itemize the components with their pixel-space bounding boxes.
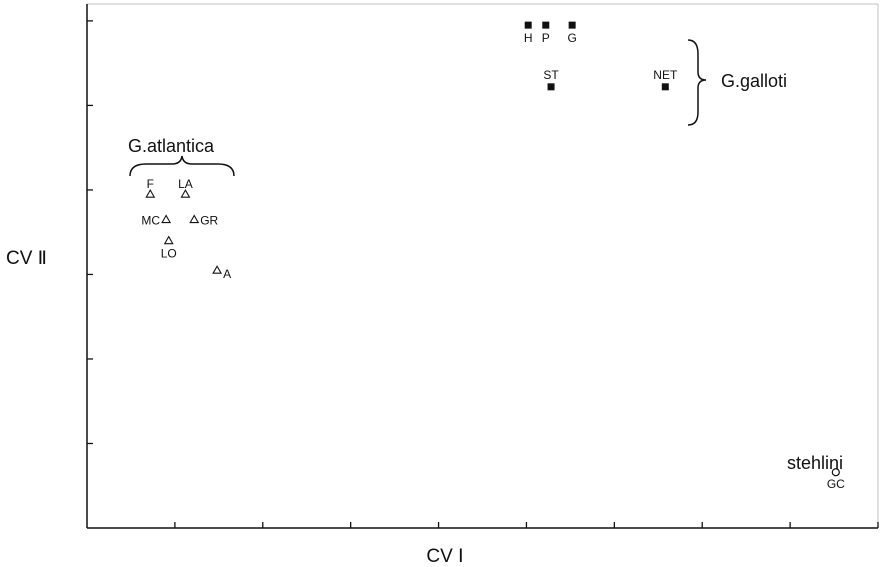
point-label-a: A [223, 267, 231, 281]
point-marker-la [180, 189, 191, 198]
point-marker-net [661, 83, 669, 91]
axis-ticks [87, 20, 879, 528]
point-label-gc: GC [827, 477, 845, 491]
point-label-g: G [567, 31, 576, 45]
axes [86, 3, 879, 529]
point-marker-h [524, 21, 532, 29]
point-marker-gc [831, 468, 840, 477]
point-label-f: F [147, 177, 154, 191]
point-marker-mc [161, 214, 172, 224]
group-annotations: G.atlantica G.galloti stehlini [128, 71, 843, 473]
annotation-stehlini: stehlini [787, 453, 843, 473]
annotation-g-atlantica: G.atlantica [128, 136, 215, 156]
point-marker-g [568, 21, 576, 29]
point-marker-a [212, 265, 223, 274]
point-marker-st [547, 83, 555, 91]
atlantica-brace [129, 155, 235, 177]
point-label-la: LA [178, 177, 193, 191]
point-marker-gr [189, 214, 200, 224]
point-label-mc: MC [141, 214, 160, 228]
point-marker-f [145, 189, 156, 198]
data-points: F LA MC GR LO A H P G ST NET GC [141, 21, 845, 491]
point-label-net: NET [653, 68, 678, 82]
galloti-brace [687, 39, 707, 126]
annotation-g-galloti: G.galloti [721, 71, 787, 91]
point-marker-p [542, 21, 550, 29]
group-brackets [129, 39, 707, 177]
point-label-h: H [524, 31, 533, 45]
point-label-st: ST [543, 68, 559, 82]
y-axis-label: CV Ⅱ [6, 248, 47, 269]
x-axis-label: CV Ⅰ [426, 546, 463, 567]
point-label-gr: GR [200, 214, 218, 228]
point-label-p: P [542, 31, 550, 45]
point-marker-lo [163, 235, 174, 245]
point-label-lo: LO [161, 247, 177, 261]
